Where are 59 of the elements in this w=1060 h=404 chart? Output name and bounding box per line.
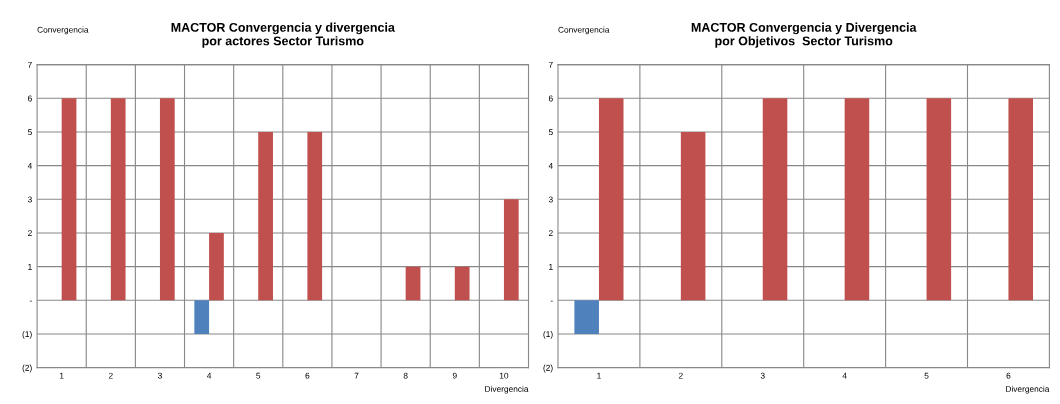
y-tick-label: 3 — [27, 196, 32, 203]
x-tick-label: 5 — [256, 372, 261, 379]
bar — [209, 232, 224, 301]
y-axis-title: Convergencia — [37, 26, 89, 35]
y-tick-label: 7 — [548, 61, 553, 68]
y-tick-label: 7 — [28, 61, 32, 68]
y-tick-label: 5 — [27, 129, 32, 136]
x-tick-label: 4 — [842, 372, 847, 379]
y-tick-label: 2 — [548, 230, 553, 236]
bar — [1008, 98, 1034, 301]
bar — [110, 98, 126, 301]
bar — [194, 300, 210, 334]
x-tick-label: 2 — [678, 372, 683, 379]
x-axis-title: Divergencia — [1006, 385, 1050, 394]
bar — [680, 131, 706, 301]
y-tick-label: 6 — [548, 95, 553, 102]
y-tick-label: - — [550, 300, 553, 302]
x-tick-label: 4 — [206, 372, 212, 379]
chart-title: MACTOR Convergencia y Divergencia por Objetivos Sector Turismo — [691, 22, 917, 48]
x-tick-label: 2 — [108, 372, 113, 379]
x-tick-label: 6 — [305, 372, 310, 379]
bar — [61, 98, 77, 301]
chart-title: MACTOR Convergencia y divergencia por actores Sector Turismo — [171, 22, 395, 48]
x-tick-label: 10 — [499, 372, 509, 379]
bar — [454, 266, 470, 301]
y-tick-label: (1) — [543, 330, 553, 339]
bar — [574, 300, 599, 334]
bar — [405, 266, 421, 301]
x-tick-label: 1 — [597, 372, 601, 379]
bar — [598, 98, 624, 301]
bar — [258, 131, 273, 301]
x-tick-label: 6 — [1006, 372, 1011, 379]
y-tick-label: 4 — [27, 162, 32, 169]
x-tick-label: 8 — [403, 372, 408, 379]
y-tick-label: (2) — [543, 364, 553, 373]
y-tick-label: 4 — [548, 162, 553, 169]
bar — [307, 131, 323, 301]
x-axis-title: Divergencia — [485, 385, 529, 394]
y-tick-label: (2) — [22, 364, 32, 373]
y-tick-label: 1 — [28, 263, 32, 270]
y-axis-title: Convergencia — [558, 26, 610, 35]
y-tick-label: 1 — [549, 263, 553, 270]
x-tick-label: 3 — [157, 372, 162, 379]
y-tick-label: 6 — [28, 95, 32, 102]
bar — [844, 98, 870, 301]
x-tick-label: 7 — [354, 372, 359, 379]
y-tick-label: - — [29, 300, 32, 302]
x-tick-label: 9 — [452, 372, 457, 379]
y-tick-label: 2 — [28, 230, 32, 236]
x-tick-label: 3 — [760, 372, 765, 379]
y-tick-label: 3 — [548, 196, 553, 203]
bar — [762, 98, 788, 301]
bar — [159, 98, 175, 301]
x-tick-label: 5 — [924, 372, 929, 379]
bar — [926, 98, 952, 301]
y-tick-label: 5 — [548, 129, 553, 136]
x-tick-label: 1 — [59, 372, 64, 379]
y-tick-label: (1) — [22, 330, 32, 339]
bar — [503, 199, 519, 301]
